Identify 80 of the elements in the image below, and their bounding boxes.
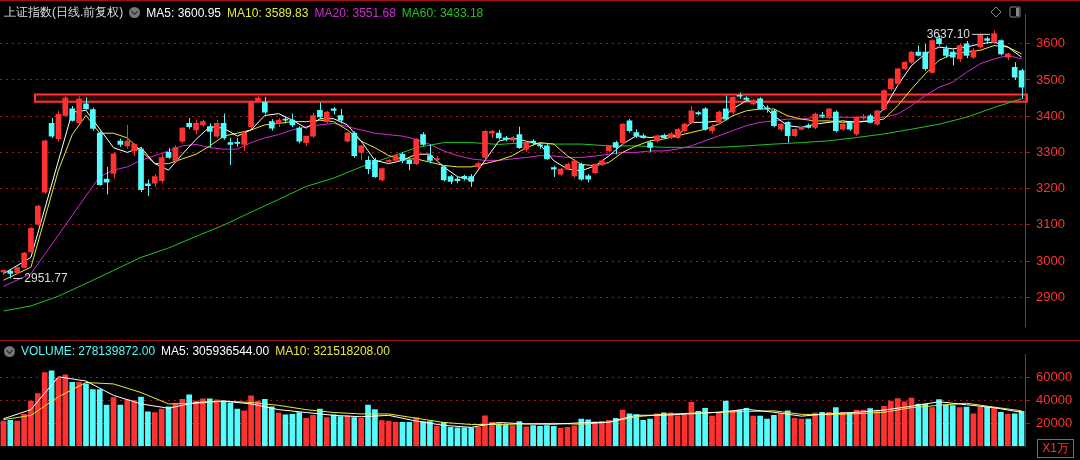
- candlestick: [654, 133, 660, 143]
- bar: [413, 417, 420, 447]
- candlestick: [41, 139, 48, 195]
- text: MA10: 321518208.00: [275, 344, 390, 358]
- candlestick: [867, 113, 874, 124]
- bar: [206, 398, 213, 447]
- candlestick: [241, 130, 248, 152]
- bar: [826, 411, 832, 447]
- bar: [434, 425, 440, 447]
- annotation: 2951.77: [24, 270, 69, 285]
- bar: [523, 426, 530, 447]
- annotation: 3637.10: [926, 26, 971, 41]
- bar: [654, 413, 660, 447]
- candlestick: [475, 160, 481, 170]
- candlestick: [805, 122, 812, 129]
- text: MA5: 305936544.00: [161, 344, 270, 358]
- candlestick: [709, 123, 715, 135]
- bar: [358, 417, 364, 447]
- y-tick-label: 3500: [1036, 71, 1065, 87]
- y-tick-label: 3600: [1036, 35, 1065, 51]
- text: X1万: [1037, 439, 1074, 458]
- candlestick: [647, 140, 653, 153]
- candlestick: [420, 131, 426, 147]
- candlestick: [777, 122, 784, 132]
- bar: [777, 413, 784, 447]
- candlestick: [206, 122, 213, 149]
- bar: [750, 415, 757, 447]
- text: MA10: 3589.83: [227, 5, 309, 20]
- candlestick: [839, 122, 846, 132]
- text: MA5: 3600.95: [146, 5, 222, 20]
- candlestick: [612, 140, 619, 155]
- candlestick: [427, 143, 433, 164]
- y-tick-label: 40000: [1036, 392, 1073, 408]
- bar: [998, 411, 1004, 447]
- candlestick: [716, 110, 722, 125]
- bar: [832, 407, 839, 447]
- bar: [323, 417, 330, 447]
- y-tick-label: 3300: [1036, 143, 1065, 159]
- candlestick: [7, 269, 14, 279]
- bar: [69, 381, 76, 447]
- y-tick-label: 60000: [1036, 369, 1073, 385]
- candlestick: [262, 96, 268, 115]
- bar: [317, 408, 323, 447]
- bar: [805, 418, 812, 447]
- candlestick: [378, 167, 385, 182]
- bar: [661, 412, 667, 447]
- bar: [351, 417, 358, 447]
- y-tick-label: 2900: [1036, 288, 1065, 304]
- bar: [186, 394, 193, 447]
- y-tick-label: 3400: [1036, 107, 1065, 123]
- y-tick-label: 3200: [1036, 180, 1065, 196]
- bar: [612, 417, 619, 447]
- candlestick: [984, 36, 990, 45]
- chart-title: 上证指数(日线.前复权): [4, 4, 124, 21]
- bar: [812, 412, 819, 447]
- bar: [991, 408, 997, 447]
- bar: [819, 411, 825, 447]
- candlestick: [929, 38, 935, 74]
- bar: [1004, 413, 1011, 447]
- bar: [984, 406, 990, 447]
- text: MA20: 3551.68: [314, 5, 396, 20]
- bar: [76, 381, 82, 447]
- candlestick: [819, 111, 825, 119]
- bar: [213, 399, 220, 447]
- candlestick: [661, 133, 667, 140]
- y-tick-label: 3000: [1036, 252, 1065, 268]
- candlestick: [90, 107, 96, 132]
- candlestick: [179, 126, 186, 144]
- bar: [722, 400, 729, 447]
- y-tick-label: 20000: [1036, 414, 1073, 430]
- candlestick: [296, 125, 303, 144]
- candlestick: [186, 117, 193, 130]
- y-tick-label: 3100: [1036, 216, 1065, 232]
- bar: [929, 407, 935, 447]
- candlestick: [434, 155, 440, 162]
- text: MA60: 3433.18: [401, 5, 484, 20]
- bar: [867, 408, 874, 447]
- candlestick: [771, 108, 777, 128]
- text: VOLUME: 278139872.00: [21, 344, 156, 358]
- bar: [7, 419, 14, 447]
